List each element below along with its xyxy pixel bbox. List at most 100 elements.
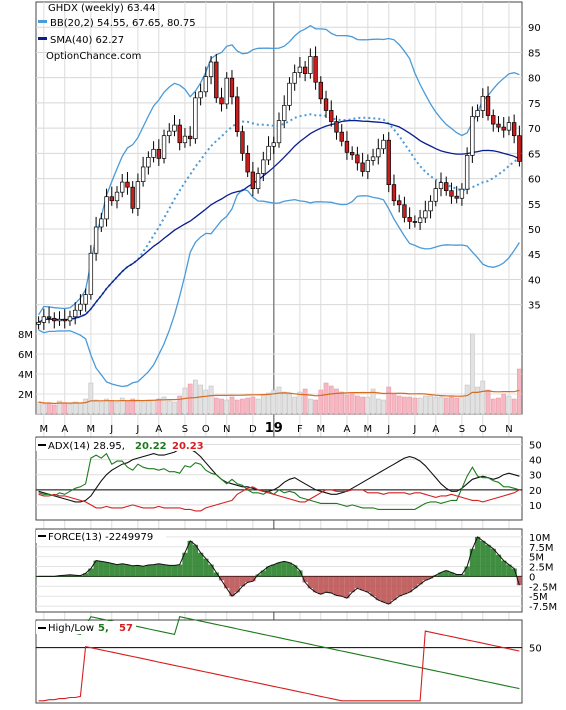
volume-bar [146,400,151,415]
force-bar [448,572,455,577]
candle-body [349,151,355,156]
candle-body [464,155,470,190]
adx-minusdi-value: 20.23 [172,441,204,452]
force-bar [281,561,287,577]
force-bar [72,575,78,577]
candle-body [370,156,376,161]
volume-bar [198,384,203,415]
force-bar [224,576,230,589]
force-bar [396,576,402,597]
price-tick-label: 50 [528,225,541,236]
price-title: GHDX (weekly) 63.44 [48,3,156,14]
price-tick-label: 60 [528,175,541,186]
candle-body [302,66,308,74]
month-label: F [297,424,303,435]
candle-body [402,204,407,218]
force-bar [495,554,502,577]
volume-bar [104,398,109,415]
volume-bar [407,396,412,415]
volume-tick-label: 2M [18,390,33,401]
volume-bar [41,403,47,415]
volume-bar [260,394,266,415]
volume-bar [208,385,214,415]
volume-bar [62,402,68,415]
volume-bar [475,386,480,415]
candle-body [355,154,360,164]
adx-tick-label: 30 [529,471,542,482]
force-bar [93,560,99,577]
force-bar [485,544,491,577]
candle-body [271,142,276,147]
force-bar [459,574,465,577]
force-bar [276,562,282,577]
candle-body [339,131,344,142]
hl-high-value: 5, [98,623,109,634]
volume-bar [370,388,376,415]
force-bar [124,564,131,577]
adx-title: ADX(14) 28.95, [48,441,125,452]
volume-bar [302,388,308,415]
candle-body [151,148,156,158]
force-bar [328,576,334,594]
force-tick-label: 0 [529,572,535,583]
candle-body [511,122,517,137]
month-label: A [155,424,162,435]
volume-tick-label: 4M [18,370,33,381]
candle-body [282,105,287,121]
candle-body [250,171,256,190]
candle-body [83,294,88,305]
month-label: D [249,424,257,435]
force-tick-label: -2.5M [529,582,557,593]
candle-body [156,148,161,159]
volume-bar [67,403,73,415]
force-bar [286,562,293,577]
force-bar [511,568,517,577]
candle-body [255,173,261,190]
volume-bar [517,368,522,415]
price-frame [35,1,523,415]
candle-body [397,200,402,206]
volume-bar [276,386,282,415]
month-label: J [386,424,390,435]
force-bar [198,552,204,577]
force-bar [469,548,475,577]
candle-body [506,122,512,131]
volume-bar [443,397,449,415]
candle-body [444,182,449,192]
volume-bar [281,391,287,415]
force-bar [407,576,413,593]
force-tick-label: 10M [529,533,550,544]
candle-body [407,217,412,222]
volume-bar [381,399,386,415]
force-bar [187,540,193,577]
adx-series-line [38,452,520,510]
volume-bar [396,395,402,415]
volume-bar [464,384,470,415]
candle-body [428,200,433,212]
volume-bar [224,399,230,415]
volume-bar [496,397,501,415]
candle-body [485,95,491,116]
volume-bar [78,402,83,415]
month-label: 19 [265,421,283,436]
month-label: J [109,424,113,435]
force-bar [103,562,110,577]
force-bar [417,576,423,585]
force-title: FORCE(13) -2249979 [48,532,153,543]
volume-bar [422,395,428,415]
volume-bar [93,399,99,415]
volume-tick-label: 8M [18,330,33,341]
force-bar [119,563,125,577]
force-bar [344,576,350,599]
volume-bar [229,396,235,415]
candle-body [67,316,73,322]
candle-body [376,148,381,158]
candle-body [438,182,444,190]
volume-bar [323,382,329,415]
volume-bar [490,398,496,415]
force-bar [312,576,319,593]
candle-body [114,191,120,202]
volume-bar [501,393,507,415]
candle-body [459,188,465,199]
